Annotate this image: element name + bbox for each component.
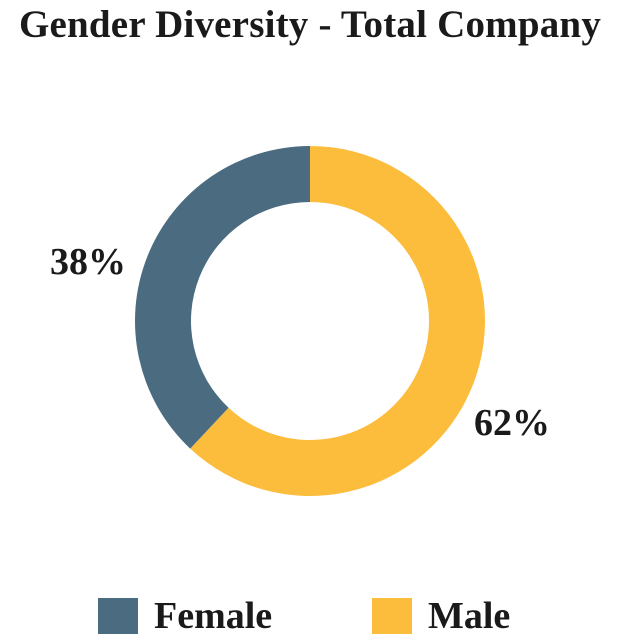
chart-title: Gender Diversity - Total Company: [18, 3, 602, 46]
slice-male: [190, 146, 485, 497]
legend-label-male: Male: [428, 595, 511, 637]
legend: Female Male: [0, 595, 620, 638]
donut-chart: 38% 62%: [50, 146, 550, 497]
legend-label-female: Female: [154, 595, 273, 637]
data-label-male: 62%: [474, 402, 550, 444]
legend-swatch-male: [372, 598, 412, 634]
data-label-female: 38%: [50, 241, 126, 283]
legend-item-female: Female: [98, 595, 273, 637]
slice-female: [135, 146, 310, 449]
legend-swatch-female: [98, 598, 138, 634]
legend-item-male: Male: [372, 595, 511, 637]
